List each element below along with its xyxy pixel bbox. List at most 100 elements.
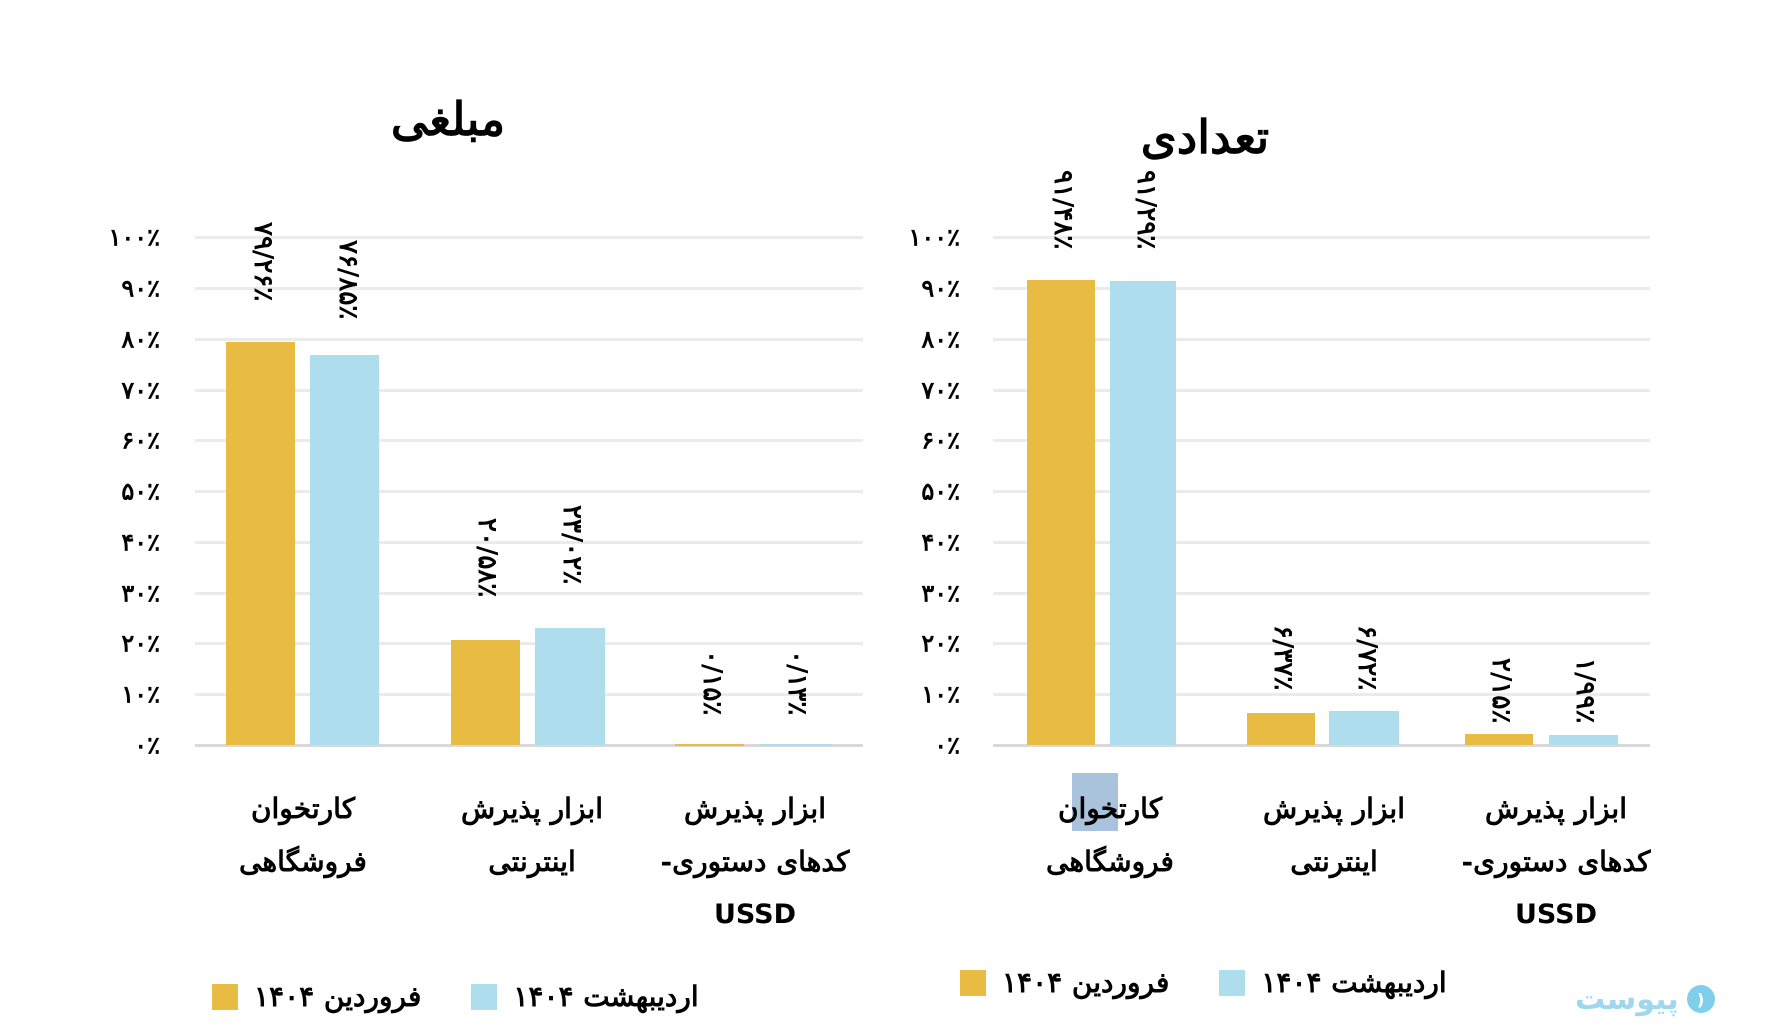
category-line: USSD [1514,899,1597,930]
gridline [195,541,863,544]
data-label: ۱/۹۹٪ [1570,658,1600,724]
bar-series2-card-reader [310,355,379,745]
gridline [195,236,863,239]
gridline [993,287,1650,290]
gridline [195,592,863,595]
gridline [993,439,1650,442]
gridline [993,490,1650,493]
category-line: ابزار پذیرش [461,792,603,825]
logo-circle-icon: ) [1686,985,1715,1013]
legend-swatch-blue [1219,969,1246,996]
y-tick-label: ۵۰٪ [921,476,960,506]
y-tick-label: ۶۰٪ [921,425,960,455]
gridline [993,236,1650,239]
category-line: ابزار پذیرش [1263,792,1405,825]
gridline [993,389,1650,392]
legend-label: اردیبهشت ۱۴۰۴ [513,980,699,1013]
data-label: ۹۱/۴۸٪ [1048,170,1078,250]
x-axis-baseline [993,744,1650,747]
y-tick-label: ۰٪ [134,730,160,760]
gridline [993,642,1650,645]
gridline [993,592,1650,595]
y-tick-label: ۹۰٪ [921,273,960,303]
y-tick-label: ۳۰٪ [121,578,160,608]
category-label-internet: ابزار پذیرش اینترنتی [417,782,647,888]
category-line: ابزار پذیرش [684,792,826,825]
category-label-internet: ابزار پذیرش اینترنتی [1219,782,1449,888]
gridline [993,693,1650,696]
y-tick-label: ۶۰٪ [121,425,160,455]
data-label: ۹۱/۲۹٪ [1131,170,1161,250]
category-label-card-reader: کارتخوان فروشگاهی [188,782,418,888]
data-label: ۶/۳۷٪ [1268,625,1298,691]
amount-chart: مبلغی ۱۰۰٪ ۹۰٪ ۸۰٪ ۷۰٪ ۶۰٪ ۵۰٪ ۴۰٪ ۳۰٪ ۲… [108,92,870,1013]
category-line: فروشگاهی [239,845,367,878]
bar-series2-ussd [1549,735,1618,745]
legend-label: فروردین ۱۴۰۴ [254,980,422,1013]
y-tick-label: ۹۰٪ [121,273,160,303]
gridline [195,439,863,442]
chart-title: مبلغی [390,92,506,146]
y-tick-label: ۸۰٪ [121,324,160,354]
gridline [195,642,863,645]
bar-series2-internet [535,628,605,745]
category-label-card-reader: کارتخوان فروشگاهی [995,782,1225,888]
y-tick-label: ۳۰٪ [921,578,960,608]
category-line: اینترنتی [488,845,576,878]
text-selection-highlight [1072,773,1118,831]
legend-item-series1: فروردین ۱۴۰۴ [960,966,1169,999]
y-tick-label: ۴۰٪ [121,527,160,557]
y-tick-label: ۰٪ [934,730,960,760]
watermark-logo: پیوست ) [1575,978,1755,1020]
category-line: کدهای دستوری- [660,845,850,878]
y-tick-label: ۷۰٪ [121,375,160,405]
data-label: ۲/۱۵٪ [1486,658,1516,724]
bar-series1-internet [1247,713,1315,745]
gridline [195,287,863,290]
bar-series1-ussd [1465,734,1533,745]
category-line: کارتخوان [1057,792,1163,825]
category-line: ابزار پذیرش [1485,792,1627,825]
bar-series1-internet [451,640,520,745]
legend-item-series2: اردیبهشت ۱۴۰۴ [1219,966,1447,999]
data-label: ۶/۷۲٪ [1352,625,1382,691]
gridline [195,338,863,341]
gridline [993,338,1650,341]
y-tick-label: ۱۰٪ [121,679,160,709]
watermark-text: پیوست [1575,981,1679,1017]
y-tick-label: ۵۰٪ [121,476,160,506]
category-line: کارتخوان [250,792,356,825]
legend: فروردین ۱۴۰۴ اردیبهشت ۱۴۰۴ [960,966,1483,999]
category-line: فروشگاهی [1046,845,1174,878]
bar-series1-ussd [675,744,744,746]
y-tick-label: ۷۰٪ [921,375,960,405]
gridline [195,490,863,493]
y-tick-label: ۱۰٪ [921,679,960,709]
category-line: کدهای دستوری- [1461,845,1651,878]
legend-swatch-blue [471,983,498,1010]
legend: فروردین ۱۴۰۴ اردیبهشت ۱۴۰۴ [212,980,735,1013]
legend-label: فروردین ۱۴۰۴ [1002,966,1170,999]
bar-series1-card-reader [226,342,295,745]
gridline [195,389,863,392]
category-label-ussd: ابزار پذیرش کدهای دستوری- USSD [640,782,870,941]
bar-series2-internet [1329,711,1399,745]
category-line: USSD [713,899,796,930]
legend-swatch-gold [212,983,238,1010]
gridline [195,693,863,696]
x-axis-baseline [195,744,863,747]
y-tick-label: ۴۰٪ [921,527,960,557]
y-tick-label: ۱۰۰٪ [908,222,960,252]
gridline [993,541,1650,544]
bar-series1-card-reader [1027,280,1095,745]
category-label-ussd: ابزار پذیرش کدهای دستوری- USSD [1441,782,1671,941]
legend-item-series1: فروردین ۱۴۰۴ [212,980,421,1013]
bar-series2-ussd [760,744,832,746]
y-tick-label: ۲۰٪ [921,628,960,658]
legend-label: اردیبهشت ۱۴۰۴ [1261,966,1447,999]
bar-series2-card-reader [1110,281,1176,745]
y-tick-label: ۱۰۰٪ [108,222,160,252]
chart-title: تعدادی [1140,110,1270,164]
y-tick-label: ۸۰٪ [921,324,960,354]
